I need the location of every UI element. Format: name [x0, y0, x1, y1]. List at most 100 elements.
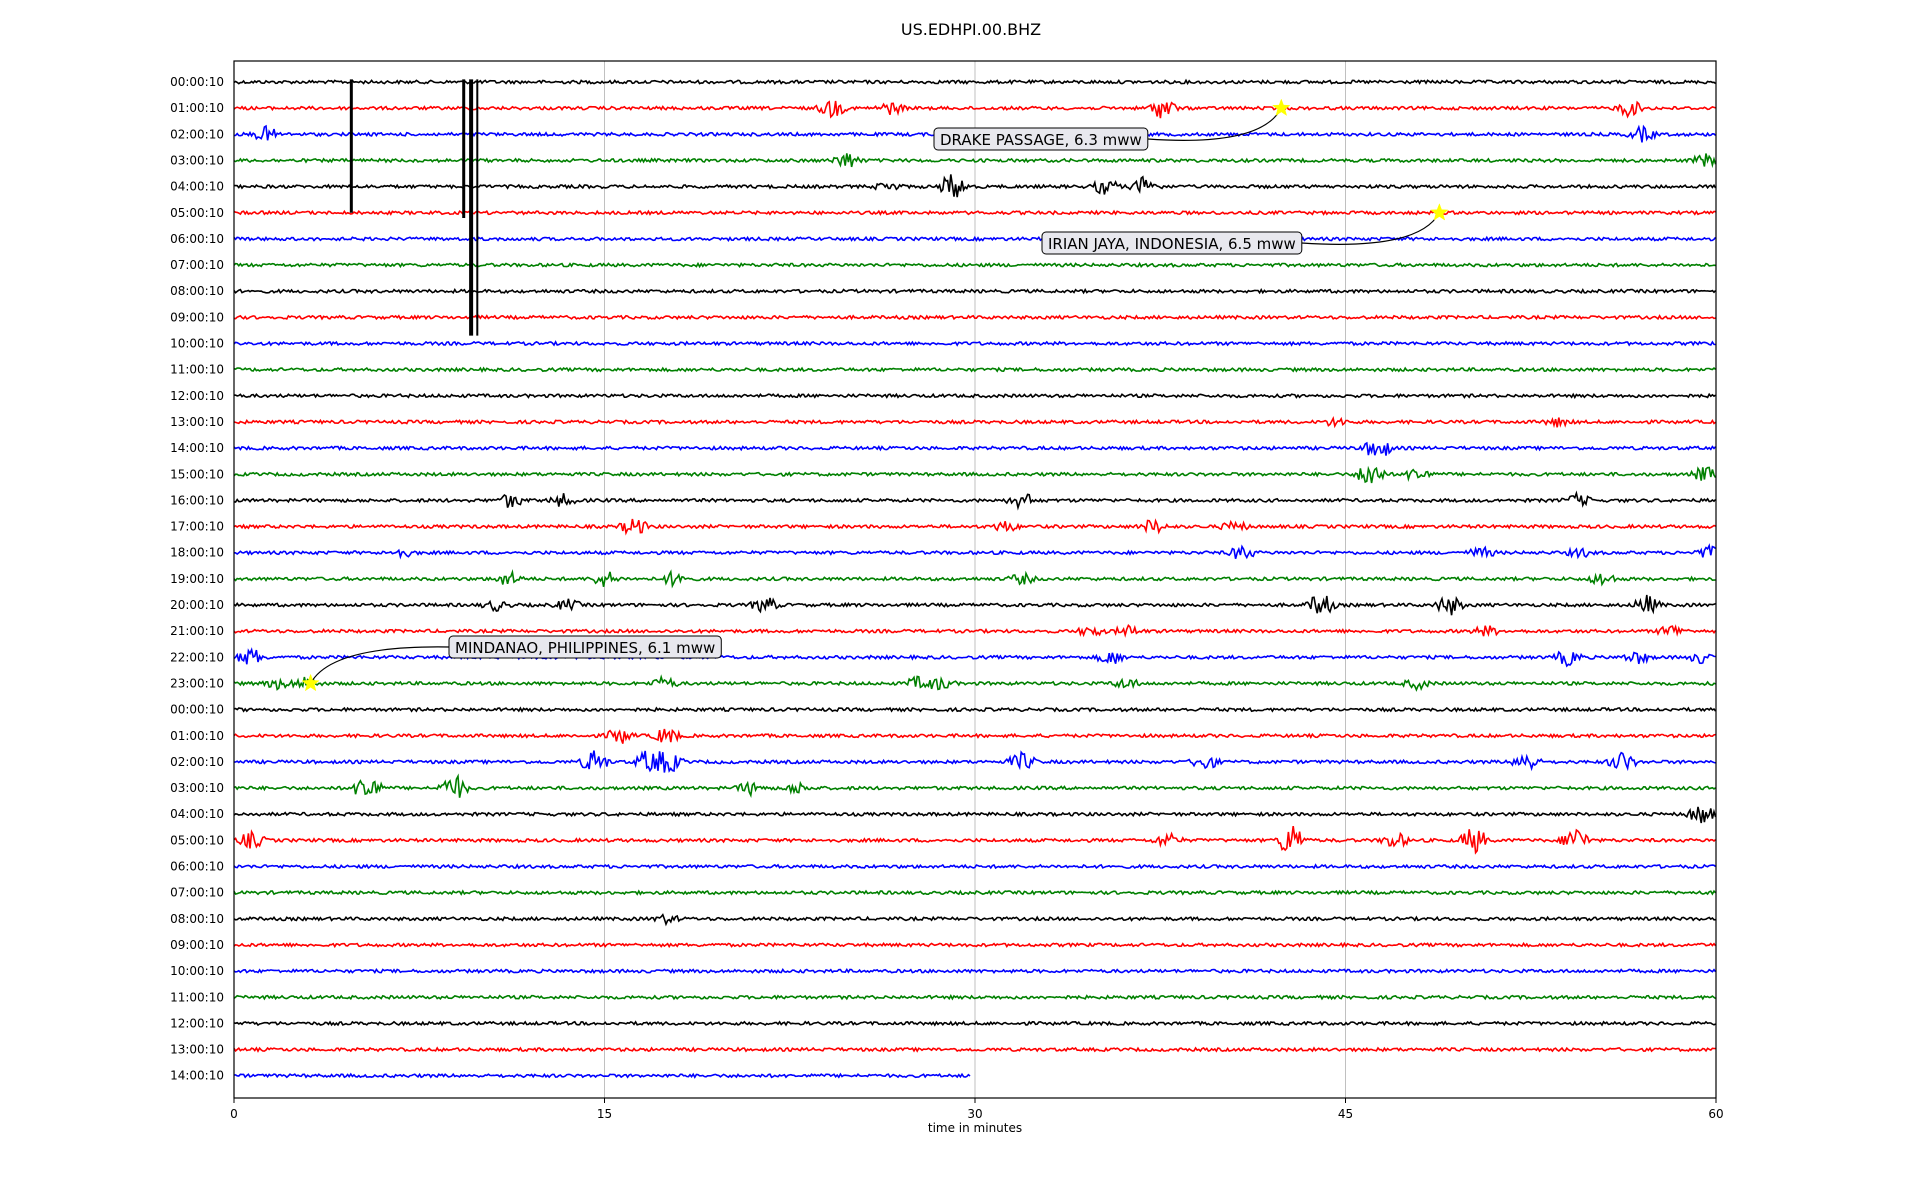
trace-row-21 [233, 624, 1717, 638]
y-tick-label: 13:00:10 [170, 1043, 224, 1057]
trace-row-36 [233, 1020, 1716, 1027]
y-tick-label: 11:00:10 [170, 990, 224, 1004]
y-tick-label: 09:00:10 [170, 310, 224, 324]
y-tick-label: 17:00:10 [170, 520, 224, 534]
trace-row-6 [233, 235, 1717, 243]
trace-row-35 [233, 993, 1717, 1001]
trace-row-17 [233, 518, 1716, 536]
trace-row-1 [233, 100, 1716, 119]
y-tick-label: 20:00:10 [170, 598, 224, 612]
y-tick-label: 04:00:10 [170, 180, 224, 194]
event-label: IRIAN JAYA, INDONESIA, 6.5 mww [1048, 235, 1296, 253]
event-annotation: IRIAN JAYA, INDONESIA, 6.5 mww [1041, 203, 1449, 255]
event-star-icon [301, 673, 320, 692]
x-tick-label: 0 [230, 1107, 238, 1121]
y-tick-label: 18:00:10 [170, 546, 224, 560]
event-annotation: DRAKE PASSAGE, 6.3 mww [933, 98, 1291, 151]
event-star-icon [1430, 203, 1449, 221]
event-star-icon [1272, 98, 1291, 116]
trace-row-34 [233, 967, 1717, 975]
y-tick-label: 06:00:10 [170, 232, 224, 246]
trace-row-28 [233, 806, 1717, 824]
y-tick-label: 01:00:10 [170, 729, 224, 743]
y-tick-label: 05:00:10 [170, 206, 224, 220]
x-tick-label: 15 [597, 1107, 612, 1121]
trace-row-12 [233, 392, 1716, 400]
y-tick-label: 02:00:10 [170, 755, 224, 769]
trace-row-30 [233, 863, 1717, 870]
trace-row-18 [233, 543, 1717, 560]
event-connector [310, 646, 450, 684]
y-tick-label: 14:00:10 [170, 441, 224, 455]
trace-row-33 [233, 941, 1717, 949]
chart-title: US.EDHPI.00.BHZ [901, 20, 1041, 39]
y-tick-label: 01:00:10 [170, 101, 224, 115]
y-tick-label: 07:00:10 [170, 886, 224, 900]
trace-row-31 [233, 889, 1717, 896]
y-tick-label: 10:00:10 [170, 337, 224, 351]
trace-row-25 [233, 728, 1716, 744]
trace-row-16 [233, 490, 1717, 511]
y-tick-label: 04:00:10 [170, 807, 224, 821]
seismogram-traces [233, 78, 1717, 1079]
y-tick-label: 00:00:10 [170, 75, 224, 89]
x-axis-ticks: 0 15 30 45 60 [230, 1098, 1724, 1121]
trace-row-32 [233, 913, 1716, 927]
trace-row-19 [233, 569, 1716, 589]
trace-row-24 [233, 706, 1717, 713]
y-tick-label: 05:00:10 [170, 833, 224, 847]
y-tick-label: 14:00:10 [170, 1069, 224, 1083]
y-tick-label: 15:00:10 [170, 467, 224, 481]
y-tick-label: 09:00:10 [170, 938, 224, 952]
y-tick-label: 10:00:10 [170, 964, 224, 978]
y-tick-label: 06:00:10 [170, 860, 224, 874]
trace-row-29 [233, 825, 1717, 855]
event-label: MINDANAO, PHILIPPINES, 6.1 mww [455, 639, 715, 657]
trace-row-23 [233, 674, 1716, 692]
event-annotation: MINDANAO, PHILIPPINES, 6.1 mww [301, 635, 722, 692]
event-connector [1147, 107, 1282, 141]
y-tick-label: 03:00:10 [170, 153, 224, 167]
trace-row-3 [233, 153, 1717, 169]
trace-row-27 [233, 773, 1717, 798]
y-tick-label: 19:00:10 [170, 572, 224, 586]
y-tick-label: 13:00:10 [170, 415, 224, 429]
trace-row-26 [233, 750, 1716, 773]
trace-row-5 [233, 209, 1716, 216]
y-tick-label: 00:00:10 [170, 703, 224, 717]
trace-row-37 [233, 1046, 1716, 1053]
y-tick-label: 08:00:10 [170, 912, 224, 926]
trace-row-38 [233, 1072, 971, 1079]
trace-row-14 [233, 441, 1717, 456]
event-connector [1301, 212, 1440, 245]
trace-row-13 [233, 416, 1717, 429]
y-tick-label: 16:00:10 [170, 493, 224, 507]
y-tick-label: 08:00:10 [170, 284, 224, 298]
y-tick-label: 02:00:10 [170, 127, 224, 141]
trace-row-9 [233, 314, 1716, 321]
y-tick-label: 12:00:10 [170, 389, 224, 403]
event-label: DRAKE PASSAGE, 6.3 mww [940, 131, 1142, 149]
trace-row-8 [233, 287, 1717, 295]
y-tick-label: 12:00:10 [170, 1016, 224, 1030]
y-tick-label: 07:00:10 [170, 258, 224, 272]
y-tick-label: 22:00:10 [170, 650, 224, 664]
trace-row-0 [233, 78, 1717, 86]
trace-row-7 [233, 261, 1716, 269]
event-annotations: DRAKE PASSAGE, 6.3 mww IRIAN JAYA, INDONE… [301, 98, 1449, 692]
x-tick-label: 60 [1708, 1107, 1723, 1121]
trace-row-10 [233, 340, 1716, 347]
trace-row-20 [233, 594, 1716, 616]
y-tick-label: 23:00:10 [170, 676, 224, 690]
x-tick-label: 30 [967, 1107, 982, 1121]
y-tick-label: 21:00:10 [170, 624, 224, 638]
x-axis-label: time in minutes [928, 1121, 1022, 1135]
y-tick-labels: 00:00:10 01:00:10 02:00:10 03:00:10 04:00:10… [170, 75, 224, 1083]
y-tick-label: 11:00:10 [170, 363, 224, 377]
x-tick-label: 45 [1338, 1107, 1353, 1121]
trace-row-4 [234, 174, 1717, 198]
trace-row-11 [233, 366, 1717, 373]
trace-row-15 [233, 465, 1717, 484]
y-tick-label: 03:00:10 [170, 781, 224, 795]
